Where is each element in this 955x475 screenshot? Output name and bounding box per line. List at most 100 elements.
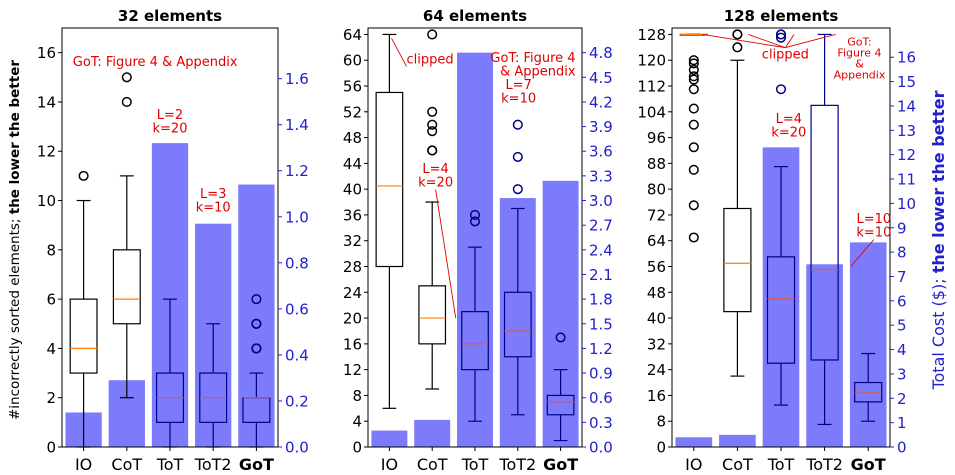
iqr-box — [375, 91, 404, 268]
boxplot-tot2 — [810, 33, 839, 426]
right-tick-label: 3.3 — [589, 167, 613, 185]
left-tick-label: 24 — [343, 284, 362, 302]
annotation-line: L=10 — [857, 212, 892, 227]
iqr-box — [503, 291, 532, 358]
chart-panel-3: 0816243240485664728088961041121201280123… — [637, 7, 916, 474]
chart-title: 64 elements — [423, 7, 527, 25]
right-tick-label: 5 — [897, 317, 907, 335]
chart-panels: 02468101214160.00.20.40.60.81.01.21.41.6… — [37, 7, 916, 474]
outlier-point — [688, 119, 699, 130]
right-tick-label: 1.2 — [285, 162, 309, 180]
annotation-text: L=4 k=20 — [771, 112, 806, 141]
right-tick-label: 7 — [897, 268, 907, 286]
right-tick-label: 15 — [897, 73, 916, 91]
iqr-box — [766, 256, 796, 364]
outlier-point — [688, 58, 699, 69]
annotation-text: GoT: Figure 4 & Appendix — [73, 55, 238, 70]
left-tick-label: 28 — [343, 258, 362, 276]
outlier-point — [78, 170, 89, 181]
outlier-point — [688, 164, 699, 175]
x-tick-label-io: IO — [381, 455, 398, 474]
x-tick-label-tot2: ToT2 — [498, 455, 536, 474]
right-tick-label: 1.2 — [589, 340, 613, 358]
left-tick-label: 40 — [343, 181, 362, 199]
left-tick-label: 128 — [637, 26, 666, 44]
annotation-line: GoT: Figure 4 — [490, 51, 575, 66]
x-tick-label-tot: ToT — [156, 455, 184, 474]
annotation-line: L=2 — [157, 108, 183, 123]
outlier-point — [427, 29, 438, 40]
left-tick-label: 64 — [647, 232, 666, 250]
annotation-line: k=20 — [771, 126, 806, 141]
annotation-text: L=2 k=20 — [153, 108, 188, 137]
left-tick-label: 52 — [343, 103, 362, 121]
left-tick-label: 48 — [343, 129, 362, 147]
annotation-text: L=4 k=20 — [418, 162, 453, 191]
iqr-box — [810, 104, 839, 361]
annotation-line: k=10 — [501, 92, 536, 107]
outlier-point — [512, 151, 523, 162]
right-tick-label: 0.6 — [589, 389, 613, 407]
left-axis: 0 8 16 24 32 40 48 56 64 72 80 88 96 104 112 120 128 — [637, 26, 672, 457]
annotation-leader — [391, 38, 407, 67]
right-tick-label: 4 — [897, 341, 907, 359]
x-tick-label-cot: CoT — [111, 455, 142, 474]
outlier-point — [427, 145, 438, 156]
left-tick-label: 0 — [46, 439, 56, 457]
left-tick-label: 4 — [46, 340, 56, 358]
outlier-point — [688, 142, 699, 153]
annotation-line: k=10 — [196, 201, 231, 216]
boxplot-cot — [112, 72, 141, 399]
left-tick-label: 2 — [46, 389, 56, 407]
boxplot-got — [242, 294, 271, 448]
outlier-point — [251, 343, 262, 354]
boxplot-tot — [766, 29, 796, 406]
x-tick-label-got: GoT — [851, 455, 886, 474]
outlier-point — [121, 72, 132, 83]
right-axis-label-bold: the lower the better — [929, 90, 948, 273]
left-tick-label: 12 — [343, 361, 362, 379]
right-tick-label: 4.2 — [589, 93, 613, 111]
left-tick-label: 6 — [46, 291, 56, 309]
right-axis-label: Total Cost ($); the lower the better — [929, 90, 948, 390]
cost-bar-tot — [151, 143, 189, 447]
x-axis: IO CoT ToT ToT2 GoT — [685, 447, 886, 474]
left-tick-label: 14 — [37, 93, 56, 111]
cost-bar-got — [542, 180, 579, 447]
right-tick-label: 2.4 — [589, 241, 613, 259]
left-tick-label: 8 — [656, 413, 666, 431]
outlier-point — [732, 42, 743, 53]
left-tick-label: 64 — [343, 26, 362, 44]
chart-title: 32 elements — [118, 7, 222, 25]
outlier-point — [512, 119, 523, 130]
left-tick-label: 60 — [343, 52, 362, 70]
x-tick-label-cot: CoT — [722, 455, 753, 474]
cost-bar-cot — [719, 434, 756, 447]
x-tick-label-io: IO — [75, 455, 92, 474]
annotation-line: clipped — [407, 52, 454, 67]
annotation-line: L=4 — [776, 112, 802, 127]
right-tick-label: 2.7 — [589, 217, 613, 235]
x-tick-label-got: GoT — [543, 455, 578, 474]
right-tick-label: 10 — [897, 195, 916, 213]
annotation-line: GoT: Figure 4 & Appendix — [73, 55, 238, 70]
outlier-point — [427, 119, 438, 130]
left-axis: 0 2 4 6 8 10 12 14 16 — [37, 44, 62, 457]
left-axis-label-bold: the lower the better — [7, 60, 23, 215]
left-tick-label: 16 — [647, 387, 666, 405]
annotation-line: Figure 4 — [837, 46, 881, 59]
right-tick-label: 1.8 — [589, 291, 613, 309]
annotation-line: k=20 — [153, 122, 188, 137]
boxplot-io — [679, 33, 708, 243]
x-tick-label-io: IO — [685, 455, 702, 474]
cost-bar-io — [371, 430, 408, 447]
right-tick-label: 0.4 — [285, 346, 309, 364]
right-tick-label: 6 — [897, 292, 907, 310]
annotation-line: L=7 — [505, 78, 531, 93]
outlier-point — [688, 71, 699, 82]
x-tick-label-tot: ToT — [461, 455, 489, 474]
right-tick-label: 8 — [897, 244, 907, 262]
right-tick-label: 11 — [897, 171, 916, 189]
